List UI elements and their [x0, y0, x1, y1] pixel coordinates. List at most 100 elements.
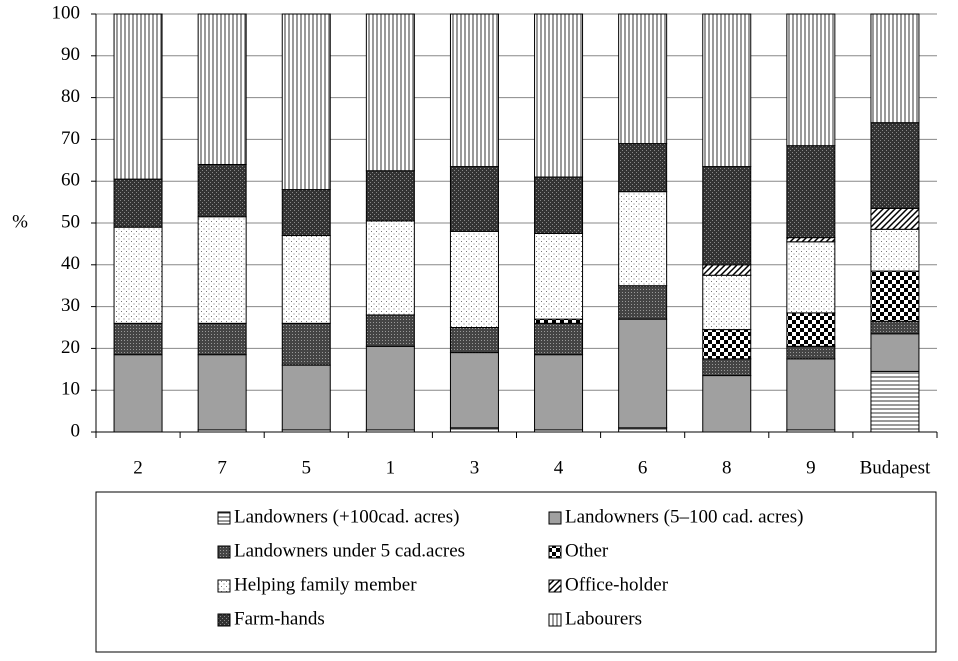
legend-label: Farm-hands — [234, 608, 325, 629]
legend-label: Landowners (+100cad. acres) — [234, 506, 459, 527]
x-tick-label: 6 — [638, 457, 648, 478]
bar-segment — [702, 358, 752, 377]
bar-segment — [281, 235, 331, 324]
bar-segment — [449, 13, 499, 168]
bar-segment — [113, 354, 163, 433]
x-tick-label: 2 — [133, 457, 143, 478]
legend-label: Landowners (5–100 cad. acres) — [565, 506, 803, 527]
y-tick-label: 0 — [71, 420, 81, 441]
bar-segment — [534, 322, 584, 356]
legend-swatch — [217, 545, 231, 559]
bar-segment — [197, 13, 247, 165]
bar-segment — [702, 274, 752, 331]
y-tick-label: 40 — [61, 253, 80, 274]
bar-segment — [870, 13, 920, 124]
bar-segment — [113, 226, 163, 324]
y-tick-label: 100 — [52, 2, 81, 23]
bar-segment — [618, 13, 668, 145]
legend-swatch — [548, 511, 562, 525]
legend-label: Helping family member — [234, 574, 417, 595]
y-tick-label: 80 — [61, 86, 80, 107]
bar-segment — [786, 312, 836, 347]
bar-segment — [449, 327, 499, 354]
bar-segment — [449, 230, 499, 328]
bar-segment — [534, 176, 584, 234]
bar-segment — [702, 375, 752, 433]
bar-segment — [870, 333, 920, 372]
bar-segment — [365, 345, 415, 431]
x-tick-label: 1 — [386, 457, 396, 478]
bar-segment — [702, 329, 752, 360]
bar-segment — [197, 216, 247, 324]
bar-segment — [365, 314, 415, 347]
y-tick-label: 60 — [61, 170, 80, 191]
bar-segment — [786, 237, 836, 243]
bar-segment — [870, 270, 920, 322]
bar-segment — [702, 264, 752, 276]
y-tick-label: 50 — [61, 211, 80, 232]
y-tick-label: 30 — [61, 295, 80, 316]
bar-segment — [281, 322, 331, 366]
legend-swatch — [548, 613, 562, 627]
legend-swatch — [217, 613, 231, 627]
x-tick-label: 4 — [554, 457, 564, 478]
bar-segment — [618, 427, 668, 433]
bar-segment — [534, 13, 584, 178]
bar-segment — [870, 228, 920, 272]
bar-segment — [870, 320, 920, 335]
y-tick-label: 70 — [61, 128, 80, 149]
x-tick-label: 8 — [722, 457, 732, 478]
bar-segment — [281, 189, 331, 237]
legend-swatch — [548, 545, 562, 559]
y-tick-label: 90 — [61, 44, 80, 65]
x-tick-label: 5 — [302, 457, 312, 478]
bar-segment — [618, 318, 668, 429]
bar-segment — [870, 370, 920, 433]
bar-segment — [786, 13, 836, 147]
bar-segment — [197, 322, 247, 356]
legend-swatch — [548, 579, 562, 593]
bar-segment — [449, 166, 499, 232]
x-tick-label: 3 — [470, 457, 480, 478]
legend-label: Labourers — [565, 608, 642, 629]
bar-segment — [197, 163, 247, 218]
legend-label: Other — [565, 540, 609, 561]
bar-segment — [786, 241, 836, 314]
bar-segment — [870, 207, 920, 230]
bar-segment — [534, 354, 584, 431]
bar-segment — [618, 285, 668, 320]
bar-segment — [365, 220, 415, 316]
bar-segment — [197, 354, 247, 431]
bar-segment — [449, 352, 499, 429]
bar-segment — [702, 13, 752, 168]
bar-segment — [113, 322, 163, 356]
bar-segment — [281, 13, 331, 191]
x-tick-label: 7 — [217, 457, 227, 478]
legend-label: Office-holder — [565, 574, 669, 595]
y-tick-label: 20 — [61, 337, 80, 358]
bar-segment — [449, 427, 499, 433]
bar-segment — [534, 318, 584, 324]
y-axis-label: % — [12, 211, 28, 232]
bar-segment — [113, 178, 163, 228]
legend-swatch — [217, 511, 231, 525]
bar-segment — [786, 345, 836, 360]
x-tick-label: Budapest — [860, 457, 931, 478]
bar-segment — [618, 191, 668, 287]
bar-segment — [702, 166, 752, 266]
bar-segment — [113, 13, 163, 180]
bar-segment — [618, 143, 668, 193]
legend-box — [95, 491, 937, 653]
bar-segment — [870, 122, 920, 209]
legend-swatch — [217, 579, 231, 593]
bar-segment — [281, 364, 331, 431]
bar-segment — [365, 170, 415, 222]
bar-segment — [534, 232, 584, 320]
x-tick-label: 9 — [806, 457, 816, 478]
legend-label: Landowners under 5 cad.acres — [234, 540, 465, 561]
bar-segment — [786, 358, 836, 431]
y-tick-label: 10 — [61, 379, 80, 400]
bar-segment — [786, 145, 836, 239]
